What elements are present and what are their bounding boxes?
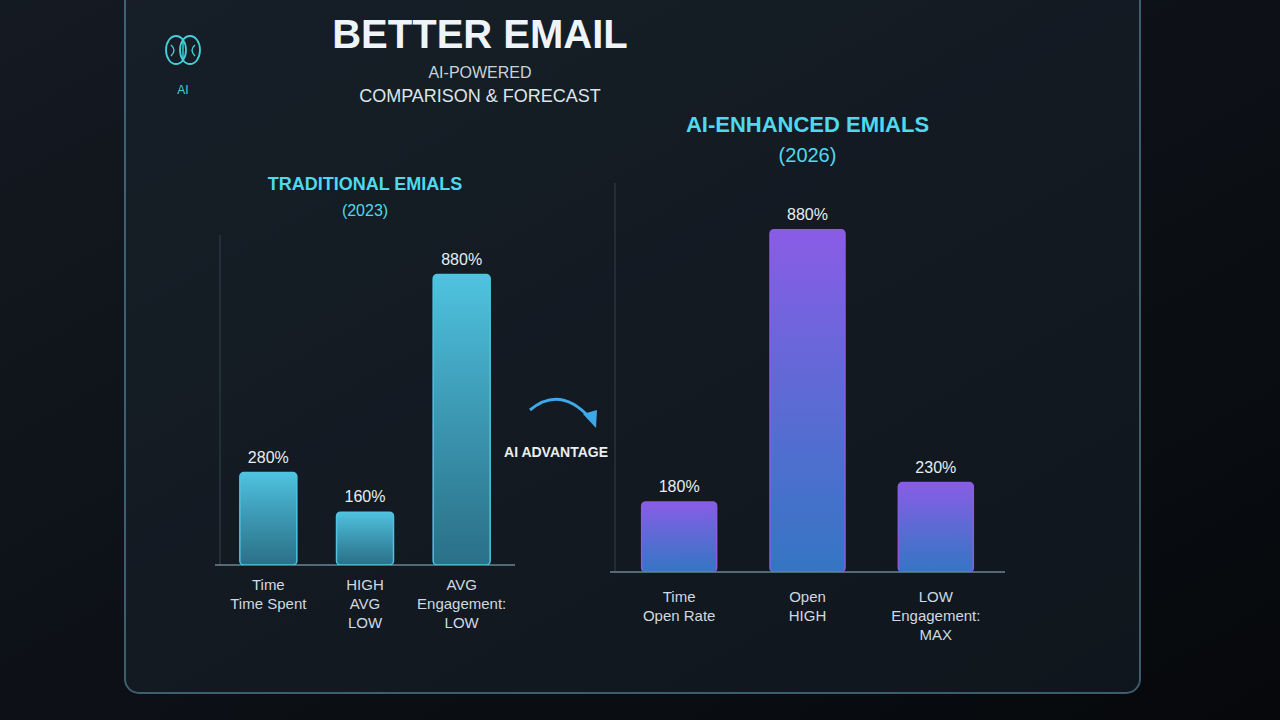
category-label: Time Open Rate: [643, 588, 716, 624]
category-line: AVG: [446, 576, 477, 593]
category-label: Open HIGH: [789, 588, 827, 624]
category-line: LOW: [348, 614, 383, 631]
data-label: 160%: [345, 488, 386, 505]
category-line: MAX: [920, 626, 953, 643]
category-line: Engagement:: [417, 595, 506, 612]
chart: TRADITIONAL EMIALS (2023) 280% Time Time Spe…: [215, 174, 515, 631]
data-label: 180%: [659, 478, 700, 495]
category-line: HIGH: [789, 607, 827, 624]
bar: [898, 483, 973, 572]
data-label: 880%: [787, 206, 828, 223]
subtitle: COMPARISON & FORECAST: [359, 86, 601, 106]
category-line: HIGH: [346, 576, 384, 593]
category-label: AVG Engagement: LOW: [417, 576, 506, 631]
category-label: Time Time Spent: [230, 576, 307, 612]
category-line: Time: [663, 588, 696, 605]
advantage-arrowhead: [583, 410, 597, 428]
icon-part: [171, 38, 195, 62]
brain-icon: [166, 36, 200, 64]
category-label: HIGH AVG LOW: [346, 576, 384, 631]
data-label: 880%: [441, 251, 482, 268]
bar: [337, 512, 394, 565]
chart: AI-ENHANCED EMIALS (2026) 180% Time Open Rat…: [610, 112, 1005, 643]
advantage-arrow: [530, 399, 590, 418]
subtitle: AI-POWERED: [428, 64, 531, 81]
bar: [642, 502, 717, 572]
chart-title: TRADITIONAL EMIALS: [268, 174, 463, 194]
bar: [240, 473, 297, 565]
category-line: Engagement:: [891, 607, 980, 624]
category-line: Open: [789, 588, 826, 605]
chart-subtitle: (2023): [342, 202, 388, 219]
y-axis-line: [615, 183, 616, 572]
category-line: AVG: [350, 595, 381, 612]
data-label: 230%: [915, 459, 956, 476]
category-line: LOW: [445, 614, 480, 631]
category-line: LOW: [919, 588, 954, 605]
category-line: Time: [252, 576, 285, 593]
category-line: Open Rate: [643, 607, 716, 624]
icon-label: AI: [177, 83, 188, 97]
glass-panel: [125, 0, 1140, 693]
bars: [642, 230, 974, 572]
bars: [240, 275, 490, 565]
title: BETTER EMAIL: [332, 12, 628, 56]
data-label: 280%: [248, 449, 289, 466]
annotation: AI ADVANTAGE: [504, 444, 608, 460]
chart-title: AI-ENHANCED EMIALS: [686, 112, 929, 137]
y-axis-line: [220, 235, 221, 565]
category-label: LOW Engagement: MAX: [891, 588, 980, 643]
bar: [433, 275, 490, 565]
chart-subtitle: (2026): [779, 144, 837, 166]
category-line: Time Spent: [230, 595, 307, 612]
canvas: BETTER EMAIL AI-POWERED COMPARISON & FOREC…: [0, 0, 1280, 720]
bar: [770, 230, 845, 572]
